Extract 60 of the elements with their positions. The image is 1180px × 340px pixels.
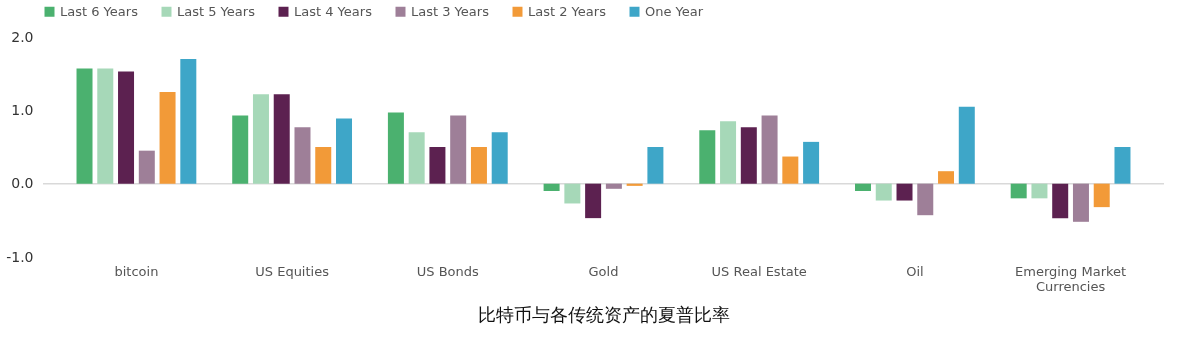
- legend-label: One Year: [645, 3, 704, 19]
- bar: [1114, 147, 1131, 184]
- bar: [699, 130, 716, 184]
- bar: [387, 112, 404, 184]
- bar: [273, 94, 290, 184]
- bar: [336, 118, 353, 184]
- bar: [875, 183, 892, 201]
- legend-label: Last 5 Years: [177, 3, 256, 19]
- x-tick-label: US Real Estate: [711, 263, 807, 279]
- bar: [76, 68, 93, 184]
- bar: [647, 147, 664, 184]
- y-tick-label: 1.0: [11, 101, 34, 118]
- legend-label: Last 3 Years: [411, 3, 490, 19]
- bar: [180, 59, 197, 184]
- text: 比特币与各传统资产的夏普比率: [477, 304, 730, 325]
- bar: [429, 147, 446, 184]
- x-tick-label: Emerging Market Currencies: [1015, 263, 1127, 294]
- x-tick-label: US Equities: [255, 263, 330, 279]
- x-tick-label: Gold: [588, 263, 619, 279]
- bar: [1031, 183, 1048, 199]
- bar: [450, 115, 467, 184]
- bar: [252, 94, 269, 184]
- y-tick-label: 2.0: [11, 28, 34, 45]
- y-tick-label: 0.0: [11, 175, 34, 192]
- bar: [740, 127, 757, 184]
- bar: [138, 150, 155, 184]
- bar: [958, 106, 975, 184]
- bar: [761, 115, 778, 184]
- bar: [491, 132, 508, 184]
- bar: [470, 147, 487, 184]
- bar: [408, 132, 425, 184]
- bar: [1010, 183, 1027, 199]
- bar: [1072, 183, 1089, 222]
- legend-label: Last 4 Years: [294, 3, 373, 19]
- bar: [315, 147, 332, 184]
- x-tick-label: US Bonds: [416, 263, 480, 279]
- bar: [543, 183, 560, 191]
- bar: [782, 156, 799, 184]
- x-tick-label: bitcoin: [114, 263, 159, 279]
- y-tick-label: -1.0: [6, 248, 34, 265]
- bar: [1093, 183, 1110, 208]
- bar: [917, 183, 934, 216]
- bar: [159, 92, 176, 184]
- bar: [97, 68, 114, 184]
- bar: [294, 127, 311, 184]
- bar: [118, 71, 135, 184]
- bar: [585, 183, 602, 219]
- bar: [938, 171, 955, 184]
- bar: [605, 183, 622, 189]
- bar: [564, 183, 581, 204]
- legend-label: Last 6 Years: [60, 3, 139, 19]
- bar: [854, 183, 871, 191]
- bar: [232, 115, 249, 184]
- bar: [896, 183, 913, 201]
- x-tick-label: Oil: [906, 263, 924, 279]
- bar: [720, 121, 737, 184]
- bar: [1052, 183, 1069, 219]
- bar: [626, 183, 643, 186]
- legend-label: Last 2 Years: [528, 3, 607, 19]
- bar: [803, 141, 820, 184]
